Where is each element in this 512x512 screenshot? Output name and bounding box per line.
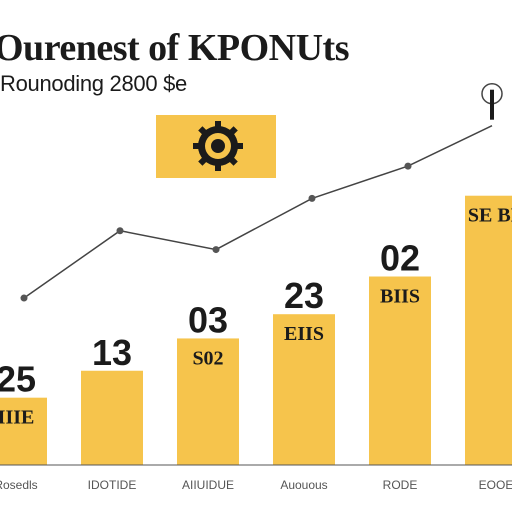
legend-box: [156, 115, 276, 178]
trend-point: [116, 227, 124, 235]
x-tick-label: Rosedls: [0, 478, 38, 492]
trend-point: [212, 246, 220, 254]
x-tick-label: RODE: [383, 478, 418, 492]
value-label: 25: [0, 359, 36, 400]
x-tick-label: AIIUIDUE: [182, 478, 234, 492]
chart-subtitle: Rounoding 2800 $e: [0, 71, 187, 96]
gear-emblem-icon: [193, 121, 243, 171]
bar-inner-label: BIIS: [380, 286, 420, 308]
bar-inner-label: IIIE: [0, 407, 34, 429]
trend-line: [23, 125, 493, 299]
bar: [177, 338, 239, 465]
bar-inner-label: SE BE: [468, 205, 512, 227]
bars-layer: [0, 195, 512, 465]
bar: [81, 370, 143, 465]
trend-endpoint-stem: [490, 89, 494, 120]
bar: [465, 195, 512, 465]
bar-inner-label: S02: [192, 347, 223, 369]
x-tick-label: IDOTIDE: [88, 478, 137, 492]
chart-title: Ourenest of KPONUts: [0, 27, 350, 69]
bar: [0, 397, 47, 465]
x-tick-label: Auouous: [280, 478, 327, 492]
value-label: 02: [380, 238, 420, 279]
trend-line-layer: [20, 82, 503, 302]
bar: [273, 314, 335, 465]
bar: [369, 276, 431, 465]
value-label: 03: [188, 299, 228, 340]
trend-point: [20, 294, 28, 302]
labels-layer: 25 IIIE Rosedls 13 IDOTIDE 03 S02 AIIUIDUE 23 EII…: [0, 205, 512, 492]
trend-point: [308, 194, 316, 202]
trend-point: [404, 162, 412, 170]
value-label: 23: [284, 275, 324, 316]
x-tick-label: EOOE: [479, 478, 512, 492]
bar-inner-label: EIIS: [284, 323, 324, 345]
value-label: 13: [92, 332, 132, 373]
